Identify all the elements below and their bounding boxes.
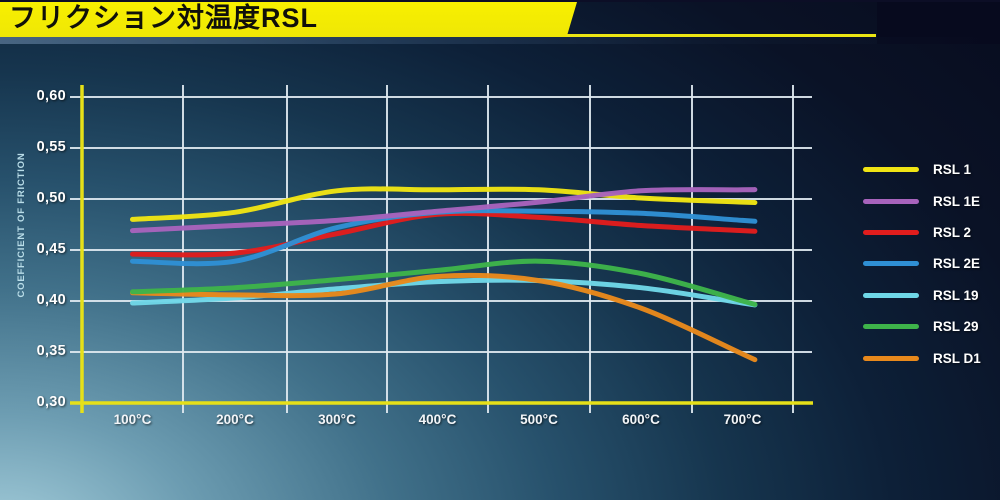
x-tick-label: 400°C	[418, 412, 457, 427]
y-tick-label: 0,55	[36, 139, 66, 155]
legend-item: RSL D1	[863, 342, 981, 373]
legend-item-label: RSL 1E	[933, 193, 981, 209]
legend-swatch	[863, 261, 919, 267]
legend-swatch	[863, 229, 919, 235]
y-tick-label: 0,60	[36, 88, 66, 104]
legend: RSL 1 RSL 1E RSL 2 RSL 2E RSL 19 RSL 29 RSL D1	[863, 154, 981, 374]
x-tick-label: 600°C	[622, 412, 660, 427]
legend-swatch	[863, 167, 919, 173]
series-line-rsl-2e	[130, 208, 758, 267]
series-line-rsl-29	[130, 258, 758, 307]
legend-item: RSL 19	[863, 280, 981, 311]
series-line-rsl-19	[130, 277, 758, 308]
x-tick-label: 100°C	[113, 412, 152, 427]
x-tick-label: 300°C	[318, 412, 356, 427]
x-tick-label: 500°C	[520, 412, 558, 427]
x-tick-label: 700°C	[723, 412, 762, 427]
legend-swatch	[863, 324, 919, 330]
legend-item-label: RSL D1	[933, 350, 981, 366]
legend-swatch	[863, 292, 919, 298]
legend-item: RSL 2E	[863, 248, 981, 279]
legend-item-label: RSL 29	[933, 319, 979, 335]
series-line-rsl-d1	[130, 272, 758, 363]
title-banner: フリクション対温度RSL	[0, 2, 577, 37]
series-line-rsl-2	[130, 210, 758, 258]
x-tick-label: 200°C	[216, 412, 254, 427]
legend-swatch	[863, 198, 919, 204]
y-axis-title: COEFFICIENT OF FRICTION	[16, 152, 27, 298]
legend-item: RSL 2	[863, 217, 981, 248]
legend-item: RSL 1E	[863, 185, 981, 216]
y-tick-label: 0,30	[36, 394, 66, 410]
legend-item-label: RSL 2E	[933, 256, 981, 272]
top-right-dark-patch	[877, 0, 1000, 44]
y-tick-label: 0,45	[36, 241, 66, 257]
series-line-rsl-1	[130, 186, 758, 222]
y-tick-label: 0,50	[36, 190, 66, 206]
series-line-rsl-1e	[130, 187, 758, 234]
legend-item-label: RSL 1	[933, 162, 972, 178]
legend-item: RSL 29	[863, 311, 981, 342]
legend-swatch	[863, 355, 919, 361]
y-tick-label: 0,40	[36, 292, 66, 308]
y-tick-label: 0,35	[36, 343, 66, 359]
legend-item: RSL 1	[863, 154, 981, 185]
legend-item-label: RSL 2	[933, 224, 972, 240]
header-divider	[0, 37, 1000, 44]
top-edge-strip	[0, 0, 1000, 2]
legend-item-label: RSL 19	[933, 287, 979, 303]
page-title: フリクション対温度RSL	[9, 3, 318, 33]
